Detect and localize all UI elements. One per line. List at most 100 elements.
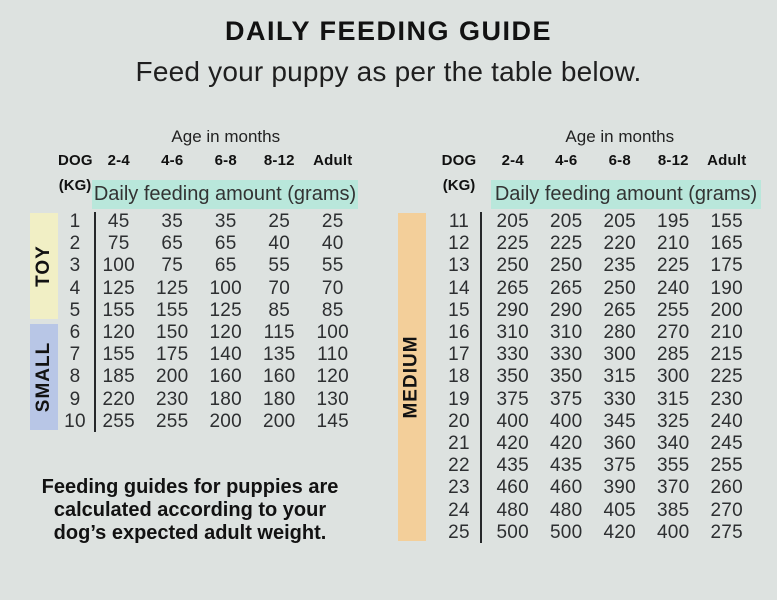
feeding-amount-value: 250 [549,255,583,277]
feeding-amount-value: 330 [603,388,637,410]
feeding-amount-value: 250 [603,277,637,299]
feeding-amount-value: 155 [155,299,189,321]
feeding-amount-value: 200 [155,366,189,388]
feeding-amount-value: 190 [710,277,744,299]
feeding-amount-value: 175 [155,344,189,366]
table-row: 9 220 230 180 180 130 [30,389,376,411]
feeding-amount-value: 65 [214,255,237,277]
feeding-amount-value: 270 [656,322,690,344]
table-row: 10 255 255 200 200 145 [30,411,376,433]
table-row: 14 265 265 250 240 190 [398,278,772,300]
table-row: 16 310 310 280 270 210 [398,322,772,344]
feeding-amount-value: 145 [316,410,350,432]
table-row: 19 375 375 330 315 230 [398,389,772,411]
table-row: 20 400 400 345 325 240 [398,411,772,433]
feeding-amount-value: 150 [155,322,189,344]
table-row: 4 125 125 100 70 70 [30,278,376,300]
feeding-amount-value: 280 [603,322,637,344]
feeding-amount-value: 100 [102,255,136,277]
table-row: 1 45 35 35 25 25 [30,211,376,233]
age-in-months-label: Age in months [171,127,281,146]
feeding-amount-value: 55 [321,255,344,277]
kg-value: 21 [448,432,470,454]
kg-value: 17 [448,344,470,366]
table-row: 17 330 330 300 285 215 [398,344,772,366]
feeding-amount-value: 35 [214,211,237,233]
kg-value: 7 [69,344,81,366]
feeding-amount-value: 200 [209,410,243,432]
feeding-amount-value: 225 [710,366,744,388]
feeding-amount-value: 265 [603,299,637,321]
feeding-amount-value: 135 [262,344,296,366]
weight-group-label: TOY [33,245,54,287]
feeding-amount-value: 355 [656,455,690,477]
feeding-amount-value: 70 [321,277,344,299]
age-column-header: 6-8 [608,152,631,169]
feeding-amount-value: 330 [496,344,530,366]
feeding-amount-value: 220 [102,388,136,410]
divider-line [94,212,96,432]
age-column-header: 4-6 [161,152,184,169]
feeding-amount-value: 110 [317,344,349,366]
feeding-amount-value: 420 [603,521,637,543]
feeding-amount-value: 255 [710,455,744,477]
feeding-amount-value: 45 [107,211,130,233]
feeding-amount-value: 375 [549,388,583,410]
feeding-amount-value: 260 [710,477,744,499]
feeding-amount-value: 25 [268,211,291,233]
table-row: 11 205 205 205 195 155 [398,211,772,233]
table-row: 15 290 290 265 255 200 [398,300,772,322]
feeding-amount-value: 40 [321,233,344,255]
feeding-amount-value: 310 [549,322,583,344]
feeding-amount-value: 390 [603,477,637,499]
weight-group-medium: MEDIUM [398,213,426,541]
weight-group-small: SMALL [30,324,58,430]
age-column-header: Adult [313,152,353,169]
feeding-amount-value: 300 [656,366,690,388]
feeding-amount-value: 25 [321,211,344,233]
table-row: 25 500 500 420 400 275 [398,522,772,544]
feeding-amount-value: 225 [656,255,690,277]
kg-value: 2 [69,233,81,255]
feeding-amount-value: 435 [496,455,530,477]
feeding-amount-value: 435 [549,455,583,477]
feeding-amount-value: 350 [496,366,530,388]
feeding-amount-value: 270 [710,499,744,521]
kg-value: 23 [448,477,470,499]
feeding-amount-value: 290 [549,299,583,321]
age-column-header: 2-4 [501,152,524,169]
feeding-amount-value: 315 [603,366,637,388]
kg-value: 10 [64,410,86,432]
kg-value: 9 [69,388,81,410]
kg-value: 4 [69,277,81,299]
feeding-amount-value: 310 [496,322,530,344]
kg-value: 14 [448,277,470,299]
feeding-amount-value: 185 [102,366,136,388]
feeding-amount-value: 65 [161,233,184,255]
feeding-amount-value: 225 [496,233,530,255]
feeding-amount-value: 210 [710,322,744,344]
feeding-amount-value: 400 [549,410,583,432]
daily-feeding-amount-label: Daily feeding amount (grams) [491,180,761,209]
table-row: 12 225 225 220 210 165 [398,233,772,255]
footer-note: Feeding guides for puppies are calculate… [41,476,339,544]
feeding-amount-value: 400 [656,521,690,543]
feeding-amount-value: 125 [209,299,243,321]
feeding-amount-value: 205 [549,211,583,233]
kg-value: 3 [69,255,81,277]
feeding-amount-value: 385 [656,499,690,521]
age-column-header: Adult [707,152,747,169]
feeding-amount-value: 255 [102,410,136,432]
feeding-amount-value: 70 [268,277,291,299]
feeding-amount-value: 315 [656,388,690,410]
kg-value: 11 [448,211,470,233]
feeding-amount-value: 125 [102,277,136,299]
feeding-amount-value: 350 [549,366,583,388]
column-header-row: DOG 2-4 4-6 6-8 8-12 Adult [30,152,376,169]
age-column-header: 4-6 [555,152,578,169]
table-rows: 1 45 35 35 25 25 2 75 65 65 40 40 3 100 75 65 55 55 4 125 12… [30,211,376,433]
feeding-amount-value: 100 [316,322,350,344]
feeding-amount-value: 215 [710,344,744,366]
kg-value: 19 [448,388,470,410]
